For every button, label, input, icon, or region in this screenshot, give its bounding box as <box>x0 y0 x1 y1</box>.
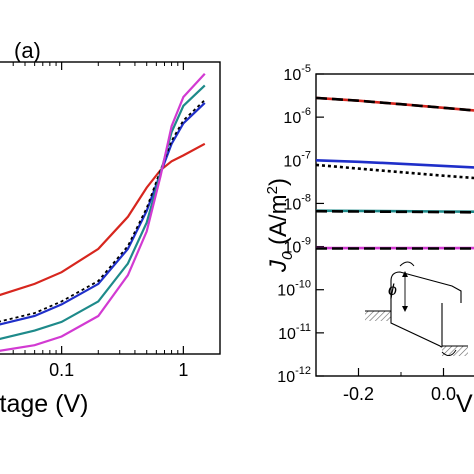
series-group-b <box>316 96 474 250</box>
y-tick-label: 10-10 <box>277 279 311 300</box>
inset-barrier-bottom <box>390 303 443 348</box>
y-tick-label: 10-11 <box>278 322 311 343</box>
y-tick-label: 10-6 <box>283 106 311 127</box>
inset-left-contact <box>365 311 391 321</box>
y-ticks-b: 10-5 10-6 10-7 10-8 10-9 10-10 10-11 10-12 <box>277 63 324 386</box>
x-minor-ticks-a <box>12 62 221 354</box>
series-group-a <box>0 72 206 352</box>
series-line-fit-dotted <box>0 99 206 323</box>
y-axis-label-b: J0 (A/m2) <box>264 178 296 273</box>
x-ticks-b: -0.2 0.0 <box>315 368 456 404</box>
inset-barrier-top <box>390 271 462 311</box>
x-tick-label: 1 <box>178 360 188 380</box>
x-axis-label-b: V <box>456 390 473 418</box>
plot-frame-b <box>315 73 474 377</box>
inset-band-diagram: ϕ <box>365 261 468 356</box>
y-tick-label: 10-12 <box>277 365 311 386</box>
x-ticks-a: 0.1 1 <box>49 62 188 380</box>
x-tick-label: 0.1 <box>49 360 74 380</box>
series-line-teal-solid <box>0 84 206 341</box>
y-tick-label: 10-7 <box>283 149 311 170</box>
x-axis-label-a: ltage (V) <box>0 390 88 418</box>
x-tick-label-b: -0.2 <box>343 384 374 404</box>
inset-phi-arrowhead-top <box>402 271 408 277</box>
series-line-blue-solid <box>316 159 474 169</box>
series-line-fit-dashed <box>316 209 474 214</box>
plot-frame-a <box>0 61 221 355</box>
inset-curl-top <box>399 261 415 267</box>
series-line-fit-dashed <box>316 96 474 112</box>
y-tick-label: 10-5 <box>283 63 311 84</box>
inset-phi-symbol: ϕ <box>388 282 397 299</box>
y-tick-label: 10-9 <box>283 236 311 257</box>
series-line-blue-solid <box>0 102 206 326</box>
y-tick-label: 10-8 <box>283 192 311 213</box>
panel-label: (a) <box>14 38 41 63</box>
series-line-magenta-solid <box>0 72 206 352</box>
panel-a: (a) 0.1 1 ltage (V) <box>0 38 221 418</box>
inset-curl-bottom <box>441 349 457 356</box>
series-line-red-solid <box>0 142 206 297</box>
x-tick-label-b: 0.0 <box>431 384 456 404</box>
series-line-fit-dotted <box>316 163 474 180</box>
panel-b: 10-5 10-6 10-7 10-8 10-9 10-10 10-11 10-12 -0.2… <box>264 63 474 418</box>
inset-phi-arrowhead-bottom <box>402 306 408 312</box>
